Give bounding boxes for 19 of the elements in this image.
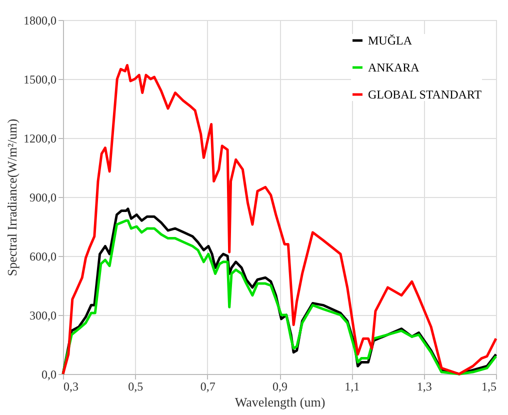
y-tick-label: 1800,0 (24, 14, 56, 28)
legend-label: GLOBAL STANDART (368, 88, 482, 102)
legend-label: ANKARA (368, 60, 420, 74)
x-tick-label: 1,5 (482, 380, 496, 394)
x-tick-label: 0,5 (128, 380, 144, 394)
legend-label: MUĞLA (368, 34, 412, 48)
y-tick-label: 1500,0 (24, 72, 56, 86)
y-tick-label: 300,0 (30, 308, 56, 322)
x-axis-title: Wavelength (um) (234, 394, 326, 410)
x-tick-label: 0,7 (200, 380, 216, 394)
x-tick-label: 0,3 (64, 380, 78, 394)
x-tick-label: 1,3 (416, 380, 432, 394)
y-axis-title: Spectral Irradiance(W/m²/um) (4, 118, 20, 276)
y-tick-label: 900,0 (30, 190, 56, 204)
y-tick-label: 0,0 (42, 368, 56, 382)
y-tick-label: 600,0 (30, 250, 56, 264)
x-tick-label: 0,9 (272, 380, 288, 394)
y-tick-label: 1200,0 (24, 132, 56, 146)
x-tick-label: 1,1 (344, 380, 360, 394)
